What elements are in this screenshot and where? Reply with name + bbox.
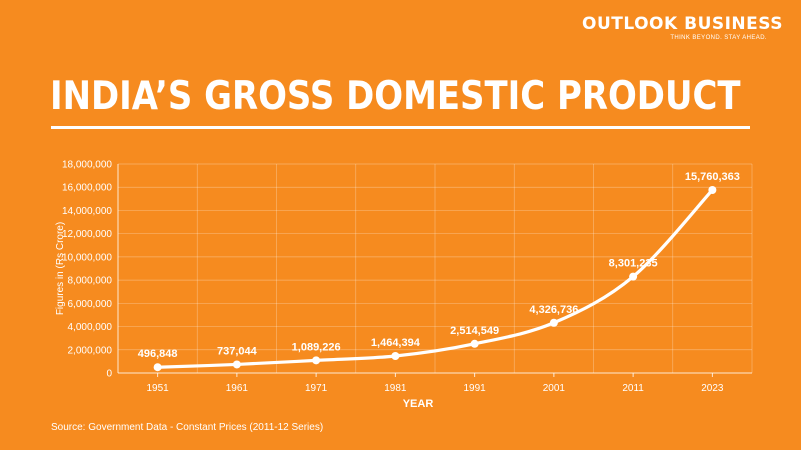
grid-lines: [118, 163, 753, 373]
y-tick-label: 10,000,000: [62, 252, 112, 263]
x-tick-label: 1991: [464, 383, 487, 394]
data-label: 15,760,363: [685, 171, 740, 183]
data-label: 1,089,226: [292, 341, 341, 353]
y-tick-label: 8,000,000: [68, 276, 113, 287]
x-tick-labels: 1951 1961 1971 1981 1991 2001 2011 2023: [147, 383, 724, 394]
data-point: [232, 360, 241, 369]
data-point: [153, 363, 162, 372]
data-label: 737,044: [217, 345, 258, 357]
brand-name: OUTLOOK BUSINESS: [582, 14, 783, 34]
brand-tagline: THINK BEYOND. STAY AHEAD.: [670, 35, 767, 41]
x-tick-label: 2011: [622, 383, 644, 394]
x-tick-label: 1961: [226, 383, 249, 394]
data-labels: 496,848 737,044 1,089,226 1,464,394 2,514,54…: [138, 171, 740, 360]
y-tick-label: 0: [106, 369, 112, 380]
data-label: 496,848: [138, 348, 178, 360]
data-point: [470, 339, 479, 348]
data-point: [391, 351, 400, 360]
y-tick-label: 12,000,000: [62, 229, 112, 240]
x-tick-label: 1951: [147, 383, 170, 394]
x-tick-label: 1971: [305, 383, 328, 394]
axes: [117, 164, 752, 377]
data-label: 1,464,394: [371, 337, 421, 349]
y-axis-label: Figures in (Rs Crore): [55, 222, 66, 315]
data-label: 8,301,235: [609, 258, 658, 270]
x-tick-label: 1981: [384, 383, 407, 394]
brand-logo: OUTLOOK BUSINESS THINK BEYOND. STAY AHEA…: [582, 14, 783, 42]
y-tick-label: 2,000,000: [68, 345, 113, 356]
x-axis-label: YEAR: [403, 398, 434, 410]
title-divider: [51, 126, 750, 129]
data-label: 4,326,736: [529, 304, 578, 316]
data-point: [549, 318, 558, 327]
y-tick-label: 6,000,000: [68, 299, 113, 310]
chart-title: INDIA’S GROSS DOMESTIC PRODUCT: [50, 74, 741, 119]
source-note: Source: Government Data - Constant Price…: [51, 422, 324, 433]
data-point: [312, 356, 321, 365]
x-tick-label: 2001: [543, 383, 566, 394]
data-points: [153, 186, 717, 372]
y-tick-label: 18,000,000: [62, 160, 112, 171]
y-tick-label: 16,000,000: [62, 183, 112, 194]
data-point: [708, 186, 717, 195]
data-point: [629, 272, 638, 281]
x-tick-label: 2023: [701, 383, 724, 394]
y-tick-label: 14,000,000: [62, 206, 112, 217]
y-tick-label: 4,000,000: [68, 322, 113, 333]
y-tick-labels: 0 2,000,000 4,000,000 6,000,000 8,000,000 10,…: [62, 160, 113, 380]
data-label: 2,514,549: [450, 325, 499, 337]
